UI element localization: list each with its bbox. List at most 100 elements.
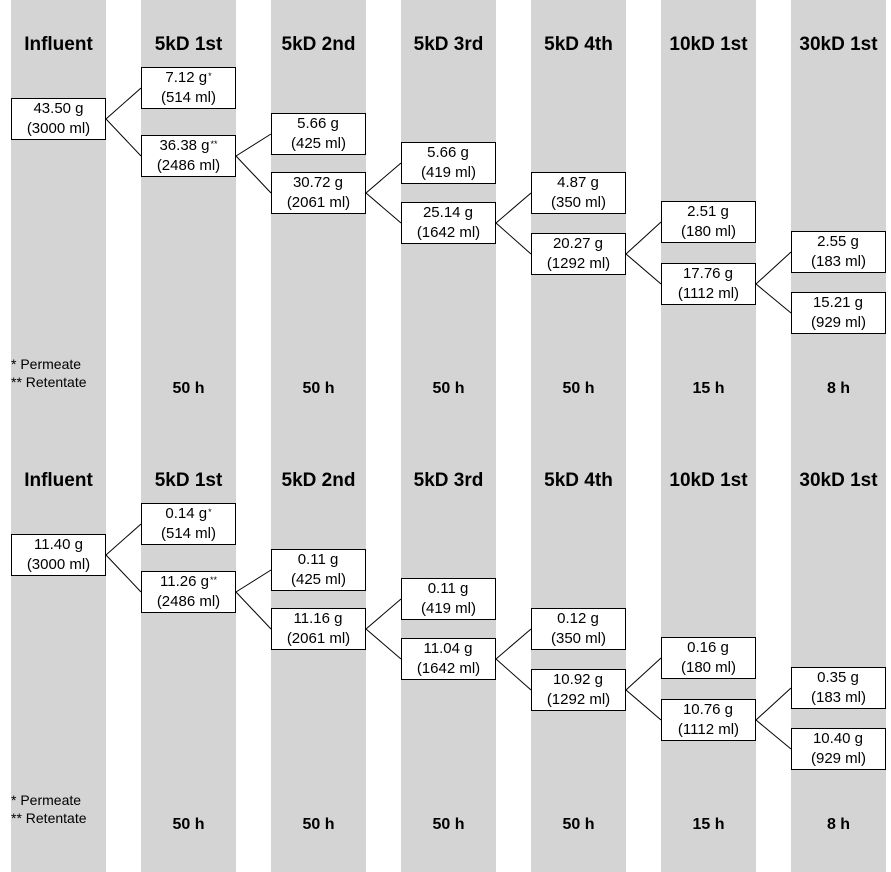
influent-box: 11.40 g (3000 ml) <box>11 534 106 576</box>
stage-title: 5kD 4th <box>544 470 613 491</box>
volume-line: (514 ml) <box>160 525 216 542</box>
stage-duration: 8 h <box>826 816 851 833</box>
permeate-note: * Permeate <box>11 792 82 808</box>
volume-line: (419 ml) <box>420 600 476 617</box>
permeate-connector <box>105 87 142 120</box>
mass-line: 25.14 g <box>423 203 474 223</box>
permeate-box: 5.66 g (419 ml) <box>401 142 496 184</box>
permeate-box: 4.87 g (350 ml) <box>531 172 626 214</box>
volume-line: (1642 ml) <box>416 660 481 677</box>
retentate-connector <box>105 118 142 157</box>
mass-line: 11.40 g <box>34 535 83 555</box>
stage-duration: 50 h <box>562 380 595 397</box>
retentate-box: 10.76 g (1112 ml) <box>661 699 756 741</box>
stage-duration: 50 h <box>562 816 595 833</box>
retentate-box: 20.27 g (1292 ml) <box>531 233 626 275</box>
retentate-connector <box>365 192 402 224</box>
volume-line: (425 ml) <box>290 135 346 152</box>
mass-line: 7.12 g* <box>165 68 211 88</box>
volume-line: (929 ml) <box>810 750 866 767</box>
permeate-box: 5.66 g (425 ml) <box>271 113 366 155</box>
mass-line: 0.14 g* <box>165 504 211 524</box>
mass-line: 0.16 g <box>687 638 730 658</box>
stage-duration: 8 h <box>826 380 851 397</box>
retentate-box: 10.92 g (1292 ml) <box>531 669 626 711</box>
stage-title: 30kD 1st <box>799 34 878 55</box>
volume-line: (350 ml) <box>550 630 606 647</box>
mass-line: 2.51 g <box>687 202 730 222</box>
volume-line: (180 ml) <box>680 659 736 676</box>
mass-value: 11.04 g <box>423 640 473 657</box>
volume-line: (1112 ml) <box>677 285 740 302</box>
mass-line: 43.50 g <box>33 99 83 119</box>
retentate-box: 15.21 g (929 ml) <box>791 292 886 334</box>
permeate-connector <box>235 133 272 157</box>
mass-value: 10.76 g <box>682 701 734 718</box>
mass-value: 0.16 g <box>687 639 729 656</box>
volume-line: (425 ml) <box>290 571 346 588</box>
mass-value: 25.14 g <box>422 204 474 221</box>
stage-column <box>271 436 366 872</box>
permeate-box: 0.16 g (180 ml) <box>661 637 756 679</box>
retentate-box: 10.40 g (929 ml) <box>791 728 886 770</box>
footnote-mark: * <box>208 71 212 81</box>
mass-value: 0.11 g <box>297 551 339 568</box>
stage-title: 10kD 1st <box>669 470 748 491</box>
mass-value: 36.38 g <box>159 137 210 154</box>
mass-line: 0.11 g <box>428 579 470 599</box>
stage-title: 5kD 3rd <box>413 470 484 491</box>
panel-top: Influent 5kD 1st 5kD 2nd 5kD 3rd 5kD 4th 10kD… <box>11 0 886 436</box>
volume-line: (2486 ml) <box>156 593 221 610</box>
footnote-mark: ** <box>209 575 217 585</box>
retentate-box: 11.16 g (2061 ml) <box>271 608 366 650</box>
mass-value: 17.76 g <box>682 265 734 282</box>
mass-value: 4.87 g <box>557 174 599 191</box>
permeate-connector <box>365 162 402 194</box>
mass-line: 0.12 g <box>557 609 600 629</box>
mass-line: 11.16 g <box>294 609 344 629</box>
permeate-connector <box>235 569 272 593</box>
permeate-box: 0.11 g (419 ml) <box>401 578 496 620</box>
retentate-connector <box>625 689 662 721</box>
permeate-connector <box>625 221 662 255</box>
mass-value: 0.11 g <box>427 580 469 597</box>
stage-duration: 15 h <box>692 816 725 833</box>
stage-title: 5kD 1st <box>154 470 223 491</box>
volume-line: (1292 ml) <box>546 255 611 272</box>
mass-value: 0.35 g <box>817 669 859 686</box>
retentate-connector <box>495 222 532 255</box>
mass-value: 11.26 g <box>160 573 209 590</box>
mass-value: 10.40 g <box>812 730 864 747</box>
mass-line: 5.66 g <box>297 114 340 134</box>
stage-title: Influent <box>24 470 93 491</box>
volume-line: (514 ml) <box>160 89 216 106</box>
panel-bottom: Influent 5kD 1st 5kD 2nd 5kD 3rd 5kD 4th 10kD… <box>0 436 891 872</box>
volume-line: (183 ml) <box>810 253 866 270</box>
mass-line: 11.04 g <box>424 639 474 659</box>
stage-duration: 50 h <box>302 380 335 397</box>
retentate-note: ** Retentate <box>11 374 87 390</box>
mass-value: 11.40 g <box>34 536 83 553</box>
retentate-connector <box>105 554 142 593</box>
stage-column <box>791 436 886 872</box>
permeate-box: 2.51 g (180 ml) <box>661 201 756 243</box>
retentate-connector <box>235 591 272 630</box>
stage-duration: 50 h <box>172 380 205 397</box>
stage-column <box>11 436 106 872</box>
mass-line: 10.40 g <box>813 729 864 749</box>
volume-line: (350 ml) <box>550 194 606 211</box>
mass-value: 5.66 g <box>297 115 339 132</box>
permeate-box: 0.12 g (350 ml) <box>531 608 626 650</box>
stage-title: Influent <box>24 34 93 55</box>
retentate-connector <box>755 283 792 314</box>
volume-line: (3000 ml) <box>26 556 91 573</box>
volume-line: (180 ml) <box>680 223 736 240</box>
volume-line: (1642 ml) <box>416 224 481 241</box>
permeate-connector <box>625 657 662 691</box>
mass-line: 30.72 g <box>293 173 344 193</box>
mass-value: 30.72 g <box>292 174 344 191</box>
permeate-box: 0.11 g (425 ml) <box>271 549 366 591</box>
retentate-connector <box>495 658 532 691</box>
mass-value: 7.12 g <box>165 69 208 86</box>
mass-value: 5.66 g <box>427 144 469 161</box>
